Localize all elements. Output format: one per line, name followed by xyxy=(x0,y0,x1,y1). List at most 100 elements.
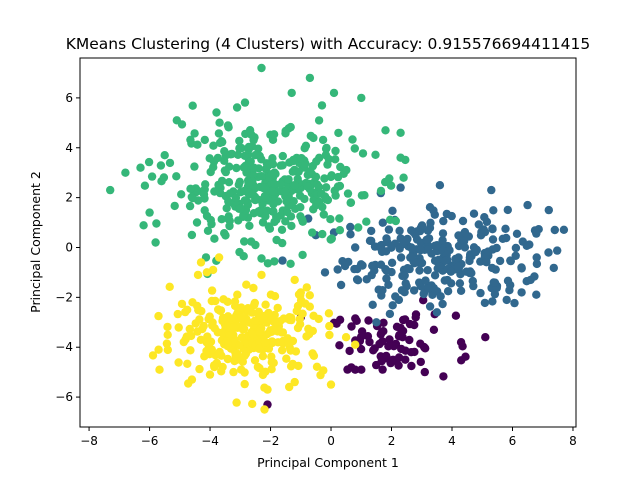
scatter-point xyxy=(318,202,327,212)
scatter-point xyxy=(385,309,395,319)
scatter-point xyxy=(436,292,445,301)
x-tick-label: 6 xyxy=(509,434,517,448)
scatter-point xyxy=(145,208,154,217)
scatter-point xyxy=(154,311,163,321)
scatter-point xyxy=(170,201,179,211)
scatter-point xyxy=(456,338,466,347)
scatter-point xyxy=(421,276,430,285)
scatter-point xyxy=(259,314,268,323)
scatter-point xyxy=(314,116,324,125)
scatter-point xyxy=(233,290,242,299)
scatter-point xyxy=(432,308,442,317)
scatter-point xyxy=(305,291,314,300)
scatter-point xyxy=(346,222,355,232)
scatter-point xyxy=(468,276,477,286)
scatter-point xyxy=(209,163,218,172)
scatter-point xyxy=(225,189,235,198)
scatter-point xyxy=(214,305,223,314)
scatter-point xyxy=(347,322,356,331)
scatter-point xyxy=(221,167,230,177)
scatter-point xyxy=(428,290,437,299)
scatter-point xyxy=(386,181,396,190)
scatter-point xyxy=(242,280,251,289)
scatter-point xyxy=(293,323,303,333)
scatter-point xyxy=(395,244,404,253)
scatter-point xyxy=(419,296,428,305)
scatter-point xyxy=(377,356,386,366)
scatter-point xyxy=(333,265,342,274)
scatter-point xyxy=(376,186,386,196)
scatter-point xyxy=(183,359,192,368)
scatter-point xyxy=(296,203,305,212)
scatter-point xyxy=(144,157,154,167)
scatter-point xyxy=(185,324,194,334)
scatter-point xyxy=(434,255,443,264)
scatter-point xyxy=(314,314,323,324)
scatter-point xyxy=(224,197,233,206)
scatter-point xyxy=(467,268,476,278)
scatter-point xyxy=(261,193,270,202)
scatter-point xyxy=(183,305,192,314)
scatter-point xyxy=(319,366,328,375)
scatter-point xyxy=(483,247,493,256)
scatter-point xyxy=(239,252,248,261)
cluster-2-points xyxy=(106,63,410,279)
scatter-point xyxy=(482,217,492,226)
scatter-point xyxy=(240,196,249,205)
scatter-point xyxy=(234,180,243,189)
scatter-point xyxy=(199,321,208,331)
scatter-point xyxy=(250,356,260,365)
scatter-point xyxy=(199,190,209,199)
scatter-point xyxy=(223,354,232,364)
scatter-point xyxy=(532,259,542,269)
scatter-point xyxy=(207,286,217,295)
scatter-point xyxy=(162,339,172,348)
scatter-point xyxy=(419,289,428,299)
scatter-point xyxy=(438,229,448,238)
scatter-point xyxy=(237,143,246,153)
plot-frame xyxy=(79,57,577,428)
scatter-point xyxy=(172,172,181,181)
scatter-point xyxy=(488,297,497,306)
scatter-point xyxy=(296,288,305,297)
scatter-point xyxy=(295,314,304,324)
scatter-point xyxy=(209,141,218,150)
scatter-point xyxy=(458,216,468,226)
scatter-point xyxy=(488,235,498,244)
scatter-point xyxy=(357,93,366,103)
scatter-point xyxy=(269,200,278,209)
scatter-point xyxy=(481,333,490,342)
y-tick-label: 0 xyxy=(65,240,73,254)
scatter-point xyxy=(429,206,438,215)
scatter-point xyxy=(248,190,258,199)
scatter-point xyxy=(251,150,260,160)
scatter-point xyxy=(430,271,440,280)
cluster-3-points xyxy=(148,253,360,414)
scatter-point xyxy=(309,133,318,143)
scatter-point xyxy=(248,329,257,339)
scatter-point xyxy=(257,172,266,181)
scatter-point xyxy=(503,205,512,215)
scatter-point xyxy=(205,370,215,379)
y-axis-ticks: −6 −4 −2 0 2 4 6 xyxy=(55,91,80,404)
scatter-point xyxy=(495,256,505,266)
scatter-point xyxy=(222,204,231,213)
scatter-point xyxy=(173,309,182,319)
scatter-point xyxy=(399,173,408,182)
scatter-point xyxy=(282,354,291,363)
scatter-point xyxy=(278,151,287,161)
scatter-point xyxy=(177,190,186,199)
scatter-point xyxy=(429,325,439,334)
scatter-point xyxy=(205,312,214,321)
scatter-point xyxy=(202,346,211,356)
scatter-point xyxy=(459,237,469,246)
scatter-point xyxy=(140,181,150,190)
scatter-point xyxy=(280,187,290,197)
scatter-point xyxy=(326,235,335,244)
scatter-point xyxy=(267,169,277,179)
scatter-point xyxy=(172,116,181,125)
scatter-point xyxy=(424,284,433,293)
x-tick-label: −8 xyxy=(80,434,98,448)
